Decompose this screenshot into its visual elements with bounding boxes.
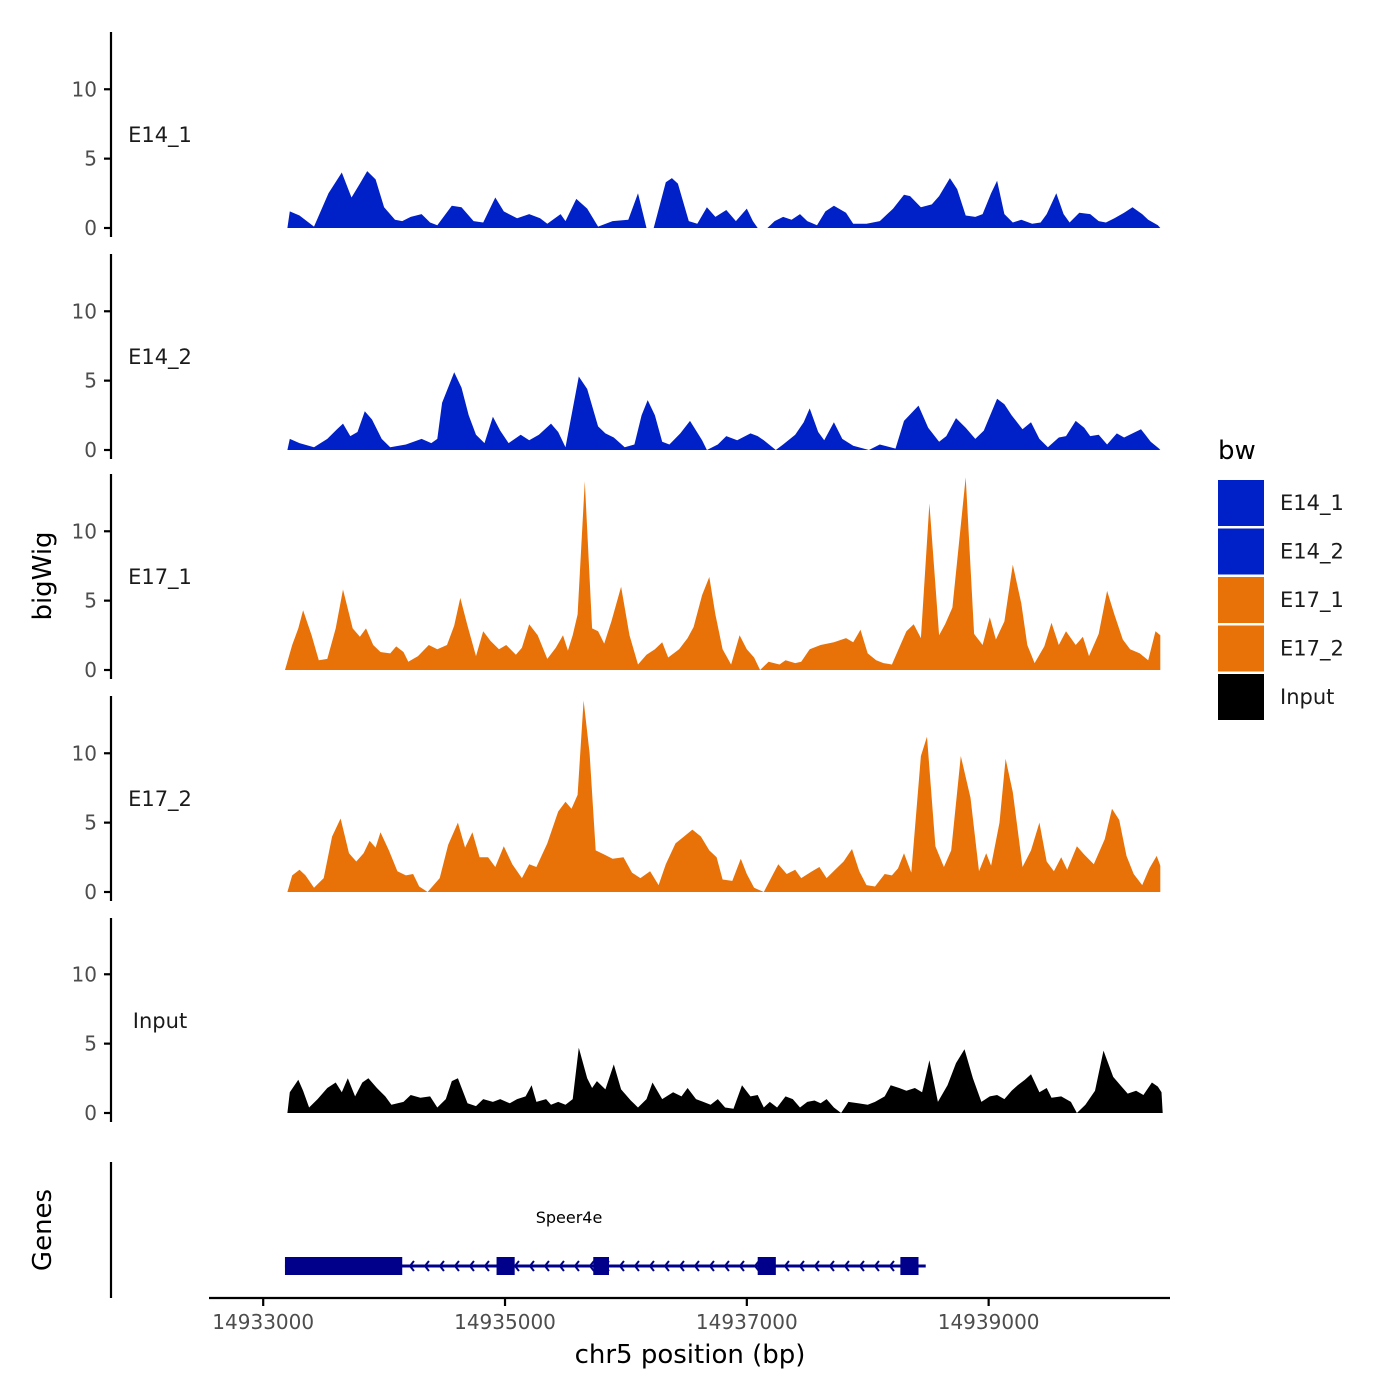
legend-item: E14_1 xyxy=(1218,480,1344,526)
legend-label: Input xyxy=(1280,685,1334,709)
y-tick-label: 5 xyxy=(84,147,97,171)
gene-exon xyxy=(284,1257,403,1275)
signal-area-E17_2 xyxy=(287,700,1161,892)
legend-swatch xyxy=(1218,528,1264,575)
x-tick-label: 14937000 xyxy=(696,1310,798,1334)
y-tick-label: 5 xyxy=(84,1032,97,1056)
y-tick-label: 10 xyxy=(72,299,97,323)
strand-arrow xyxy=(483,1260,490,1272)
legend-title: bw xyxy=(1218,436,1256,466)
gene-model xyxy=(284,1257,926,1275)
y-axis-title: bigWig xyxy=(28,531,58,620)
signal-area-E14_1 xyxy=(287,171,1161,228)
y-tick-label: 0 xyxy=(84,1101,97,1125)
x-tick-label: 14933000 xyxy=(212,1310,314,1334)
y-tick-label: 5 xyxy=(84,369,97,393)
y-tick-label: 10 xyxy=(72,519,97,543)
strand-arrow xyxy=(528,1260,535,1272)
strand-arrow xyxy=(858,1260,865,1272)
gene-exon xyxy=(593,1257,609,1275)
strand-arrow xyxy=(408,1260,415,1272)
strand-arrow xyxy=(723,1260,730,1272)
strand-arrow xyxy=(678,1260,685,1272)
strand-arrow xyxy=(513,1260,520,1272)
strand-arrow xyxy=(618,1260,625,1272)
track-E17_2: 0 5 10 E17_2 xyxy=(72,696,1161,904)
strand-arrow xyxy=(438,1260,445,1272)
y-tick-label: 5 xyxy=(84,811,97,835)
legend-label: E17_2 xyxy=(1280,637,1344,662)
y-tick-label: 10 xyxy=(72,962,97,986)
gene-exon xyxy=(496,1257,515,1275)
x-axis-title: chr5 position (bp) xyxy=(575,1340,806,1370)
y-tick-label: 0 xyxy=(84,216,97,240)
legend-swatch xyxy=(1218,674,1264,720)
legend-label: E14_2 xyxy=(1280,540,1344,565)
strand-arrow xyxy=(828,1260,835,1272)
strand-arrow xyxy=(633,1260,640,1272)
gene-exon xyxy=(900,1257,919,1275)
legend-item: E17_1 xyxy=(1218,577,1344,623)
strand-arrow xyxy=(738,1260,745,1272)
legend-swatch xyxy=(1218,625,1264,672)
signal-area-Input xyxy=(287,1047,1163,1113)
strand-arrow xyxy=(453,1260,460,1272)
strand-arrow xyxy=(798,1260,805,1272)
gene-track: Genes Speer4e xyxy=(28,1162,926,1298)
track-E14_1: 0 5 10 E14_1 xyxy=(72,32,1161,240)
track-E17_1: 0 5 10 E17_1 xyxy=(72,474,1161,682)
strand-arrow xyxy=(753,1260,760,1272)
legend-swatch xyxy=(1218,577,1264,623)
strand-arrow xyxy=(543,1260,550,1272)
gene-track-title: Genes xyxy=(28,1189,58,1271)
strand-arrow xyxy=(873,1260,880,1272)
signal-area-E17_1 xyxy=(285,477,1161,670)
legend-item: Input xyxy=(1218,674,1334,720)
x-tick-label: 14939000 xyxy=(938,1310,1040,1334)
bigwig-tracks: 0 5 10 E14_1 0 5 10 E14_2 0 5 10 E17_1 0 5 10 E17_2 0 5 10… xyxy=(72,32,1163,1125)
y-tick-label: 10 xyxy=(72,741,97,765)
strand-arrow xyxy=(573,1260,580,1272)
strand-arrow xyxy=(558,1260,565,1272)
legend-swatch xyxy=(1218,480,1264,526)
track-E14_2: 0 5 10 E14_2 xyxy=(72,254,1161,462)
track-label: E14_1 xyxy=(128,123,192,148)
strand-arrow xyxy=(423,1260,430,1272)
strand-arrow xyxy=(888,1260,895,1272)
strand-arrow xyxy=(663,1260,670,1272)
gene-exon xyxy=(757,1257,776,1275)
track-label: E14_2 xyxy=(128,345,192,370)
strand-arrow xyxy=(648,1260,655,1272)
legend-item: E14_2 xyxy=(1218,528,1344,575)
track-label: E17_2 xyxy=(128,787,192,812)
strand-arrow xyxy=(693,1260,700,1272)
strand-arrow xyxy=(588,1260,595,1272)
legend-label: E17_1 xyxy=(1280,588,1344,613)
y-tick-label: 10 xyxy=(72,77,97,101)
strand-arrow xyxy=(783,1260,790,1272)
track-label: Input xyxy=(133,1009,187,1033)
y-tick-label: 5 xyxy=(84,589,97,613)
legend-item: E17_2 xyxy=(1218,625,1344,672)
strand-arrow xyxy=(468,1260,475,1272)
track-Input: 0 5 10 Input xyxy=(72,918,1163,1125)
gene-name-label: Speer4e xyxy=(536,1208,603,1227)
y-tick-label: 0 xyxy=(84,658,97,682)
y-tick-label: 0 xyxy=(84,438,97,462)
signal-area-E14_2 xyxy=(287,372,1161,450)
track-label: E17_1 xyxy=(128,565,192,590)
strand-arrow xyxy=(708,1260,715,1272)
y-tick-label: 0 xyxy=(84,880,97,904)
strand-arrow xyxy=(843,1260,850,1272)
x-axis: 14933000 14935000 14937000 14939000 chr5 po… xyxy=(209,1296,1170,1370)
legend-label: E14_1 xyxy=(1280,491,1344,516)
legend: bw E14_1 E14_2 E17_1 E17_2 Input xyxy=(1218,436,1344,720)
x-tick-label: 14935000 xyxy=(454,1310,556,1334)
strand-arrow xyxy=(813,1260,820,1272)
